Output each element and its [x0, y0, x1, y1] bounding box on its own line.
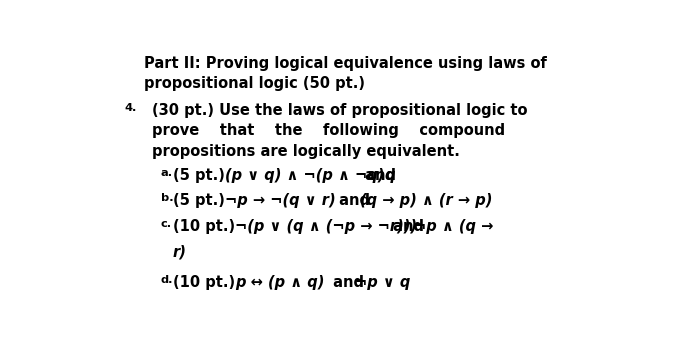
Text: ¬p ∨ q: ¬p ∨ q — [355, 275, 410, 291]
Text: (p ∨ q) ∧ ¬(p ∧ ¬q): (p ∨ q) ∧ ¬(p ∧ ¬q) — [225, 168, 384, 183]
Text: prove    that    the    following    compound: prove that the following compound — [151, 124, 505, 139]
Text: propositional logic (50 pt.): propositional logic (50 pt.) — [144, 76, 365, 91]
Text: ¬(p ∨ (q ∧ (¬p → ¬r))): ¬(p ∨ (q ∧ (¬p → ¬r))) — [235, 219, 417, 234]
Text: and: and — [334, 193, 375, 208]
Text: q: q — [385, 168, 396, 183]
Text: ¬p → ¬(q ∨ r): ¬p → ¬(q ∨ r) — [225, 193, 335, 208]
Text: a.: a. — [161, 168, 173, 178]
Text: p ↔ (p ∧ q): p ↔ (p ∧ q) — [235, 275, 324, 291]
Text: propositions are logically equivalent.: propositions are logically equivalent. — [151, 144, 459, 159]
Text: 4.: 4. — [125, 103, 136, 113]
Text: (5 pt.): (5 pt.) — [173, 168, 230, 183]
Text: b.: b. — [161, 193, 174, 203]
Text: (q → p) ∧ (r → p): (q → p) ∧ (r → p) — [360, 193, 493, 208]
Text: (30 pt.) Use the laws of propositional logic to: (30 pt.) Use the laws of propositional l… — [151, 103, 527, 118]
Text: Part II: Proving logical equivalence using laws of: Part II: Proving logical equivalence usi… — [144, 56, 547, 71]
Text: (10 pt.): (10 pt.) — [173, 219, 240, 234]
Text: (10 pt.): (10 pt.) — [173, 275, 240, 291]
Text: r): r) — [173, 244, 186, 259]
Text: and: and — [388, 219, 429, 234]
Text: c.: c. — [161, 219, 172, 229]
Text: and: and — [328, 275, 370, 291]
Text: (5 pt.): (5 pt.) — [173, 193, 230, 208]
Text: and: and — [360, 168, 401, 183]
Text: d.: d. — [161, 275, 173, 285]
Text: ¬p ∧ (q →: ¬p ∧ (q → — [414, 219, 493, 234]
